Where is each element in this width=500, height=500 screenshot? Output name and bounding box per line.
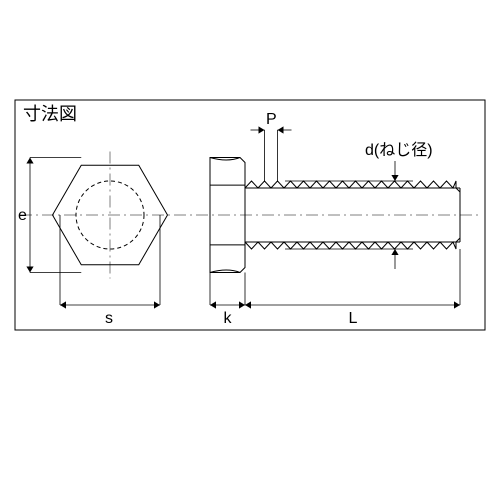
bolt-dimension-diagram: 寸法図 e s k L Pd(ねじ径) xyxy=(0,0,500,500)
label-d: d(ねじ径) xyxy=(365,141,433,159)
label-k: k xyxy=(224,310,233,327)
thread-bottom xyxy=(245,242,456,249)
label-L: L xyxy=(349,310,358,327)
label-s: s xyxy=(105,310,113,327)
label-P: P xyxy=(266,111,277,128)
dimension-lines: e s k L Pd(ねじ径) xyxy=(18,111,460,327)
label-e: e xyxy=(18,207,27,224)
diagram-title: 寸法図 xyxy=(23,104,77,124)
thread-top xyxy=(245,181,456,188)
